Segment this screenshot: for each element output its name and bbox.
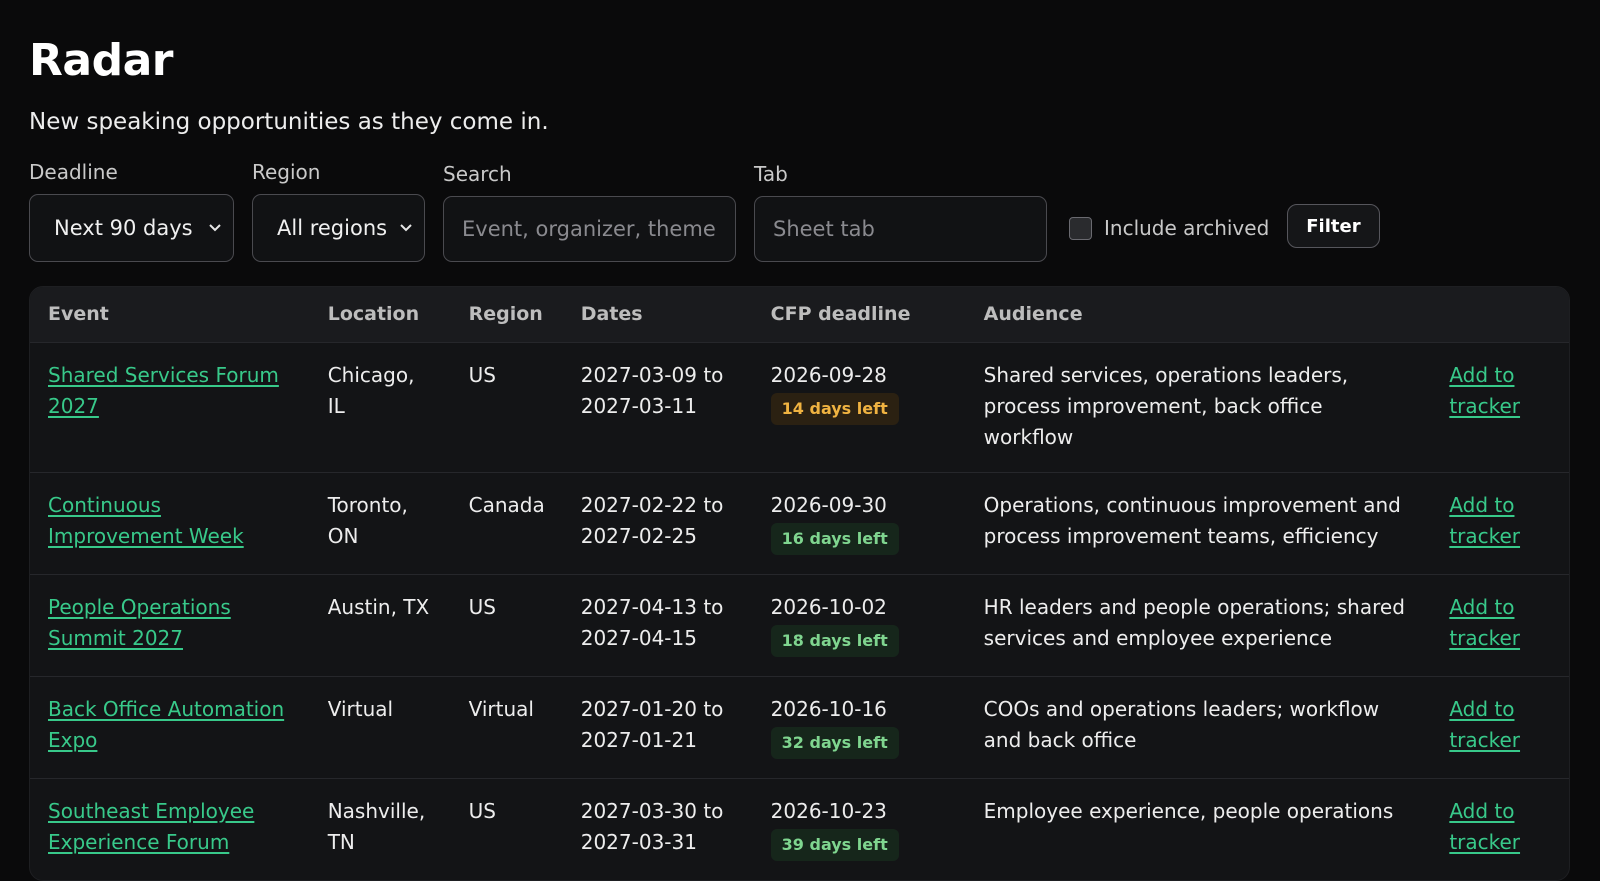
table-header-row: Event Location Region Dates CFP deadline… (30, 287, 1569, 343)
region-cell: Virtual (450, 676, 563, 779)
region-select-value: All regions (277, 216, 388, 240)
audience-cell: COOs and operations leaders; workflow an… (965, 676, 1432, 779)
column-header-region: Region (450, 287, 563, 343)
filter-bar: Deadline Next 90 days Region All regions… (29, 152, 1571, 262)
cfp-deadline-date: 2026-10-23 (770, 798, 887, 823)
event-link[interactable]: Back Office Automation Expo (48, 696, 285, 752)
column-header-cfp-deadline: CFP deadline (752, 287, 966, 343)
region-cell: US (450, 342, 563, 473)
column-header-actions (1431, 287, 1569, 343)
page-title: Radar (29, 35, 173, 86)
event-link[interactable]: People Operations Summit 2027 (48, 594, 231, 650)
add-to-tracker-link[interactable]: Add to tracker (1449, 492, 1521, 548)
filter-button[interactable]: Filter (1287, 204, 1380, 248)
region-cell: Canada (450, 472, 563, 575)
deadline-label: Deadline (29, 160, 118, 184)
search-filter: Search Event, organizer, theme (443, 161, 736, 262)
search-label: Search (443, 162, 512, 186)
days-left-badge: 14 days left (770, 392, 899, 425)
deadline-select[interactable]: Next 90 days (29, 194, 234, 262)
event-link[interactable]: Shared Services Forum 2027 (48, 362, 279, 418)
add-to-tracker-link[interactable]: Add to tracker (1449, 696, 1521, 752)
column-header-audience: Audience (965, 287, 1432, 343)
column-header-event: Event (30, 287, 310, 343)
region-filter: Region All regions (252, 159, 425, 262)
location-cell: Nashville, TN (327, 798, 426, 854)
cfp-deadline-date: 2026-09-28 (770, 362, 887, 387)
include-archived-checkbox[interactable] (1069, 216, 1092, 240)
dates-cell: 2027-03-09 to 2027-03-11 (562, 342, 753, 473)
location-cell: Virtual (309, 676, 451, 779)
region-select[interactable]: All regions (252, 194, 425, 262)
add-to-tracker-link[interactable]: Add to tracker (1449, 594, 1521, 650)
deadline-select-value: Next 90 days (54, 216, 193, 240)
tab-input[interactable]: Sheet tab (754, 196, 1047, 262)
dates-cell: 2027-04-13 to 2027-04-15 (562, 574, 753, 677)
page-subtitle: New speaking opportunities as they come … (29, 109, 549, 135)
add-to-tracker-link[interactable]: Add to tracker (1449, 798, 1521, 854)
events-table: Event Location Region Dates CFP deadline… (29, 286, 1570, 881)
location-cell: Chicago, IL (309, 342, 451, 473)
chevron-down-icon (209, 220, 221, 236)
table-row: Continuous Improvement Week Toronto, ON … (30, 472, 1569, 575)
table-row: People Operations Summit 2027 Austin, TX… (30, 574, 1569, 677)
include-archived-toggle[interactable]: Include archived (1069, 194, 1269, 262)
audience-cell: HR leaders and people operations; shared… (965, 574, 1432, 677)
event-link[interactable]: Southeast Employee Experience Forum (48, 798, 255, 854)
column-header-location: Location (309, 287, 451, 343)
days-left-badge: 32 days left (770, 726, 899, 759)
days-left-badge: 39 days left (770, 828, 899, 861)
dates-cell: 2027-03-30 to 2027-03-31 (580, 798, 724, 854)
dates-cell: 2027-02-22 to 2027-02-25 (562, 472, 753, 575)
audience-cell: Shared services, operations leaders, pro… (965, 342, 1432, 473)
cfp-deadline-date: 2026-09-30 (770, 492, 887, 517)
table-row: Southeast Employee Experience Forum Nash… (30, 778, 1569, 880)
add-to-tracker-link[interactable]: Add to tracker (1449, 362, 1521, 418)
days-left-badge: 18 days left (770, 624, 899, 657)
column-header-dates: Dates (562, 287, 753, 343)
days-left-badge: 16 days left (770, 522, 899, 555)
region-label: Region (252, 160, 321, 184)
audience-cell: Operations, continuous improvement and p… (965, 472, 1432, 575)
cfp-deadline-date: 2026-10-02 (770, 594, 887, 619)
chevron-down-icon (400, 220, 412, 236)
region-cell: US (450, 574, 563, 677)
dates-cell: 2027-01-20 to 2027-01-21 (562, 676, 753, 779)
table-row: Back Office Automation Expo Virtual Virt… (30, 676, 1569, 779)
tab-filter: Tab Sheet tab (754, 161, 1047, 262)
deadline-filter: Deadline Next 90 days (29, 159, 234, 262)
region-cell: US (468, 798, 496, 823)
table-row: Shared Services Forum 2027 Chicago, IL U… (30, 342, 1569, 473)
tab-label: Tab (754, 162, 788, 186)
search-input[interactable]: Event, organizer, theme (443, 196, 736, 262)
location-cell: Austin, TX (309, 574, 451, 677)
cfp-deadline-date: 2026-10-16 (770, 696, 887, 721)
include-archived-label: Include archived (1104, 216, 1270, 240)
location-cell: Toronto, ON (309, 472, 451, 575)
audience-cell: Employee experience, people operations (983, 798, 1394, 823)
event-link[interactable]: Continuous Improvement Week (48, 492, 244, 548)
